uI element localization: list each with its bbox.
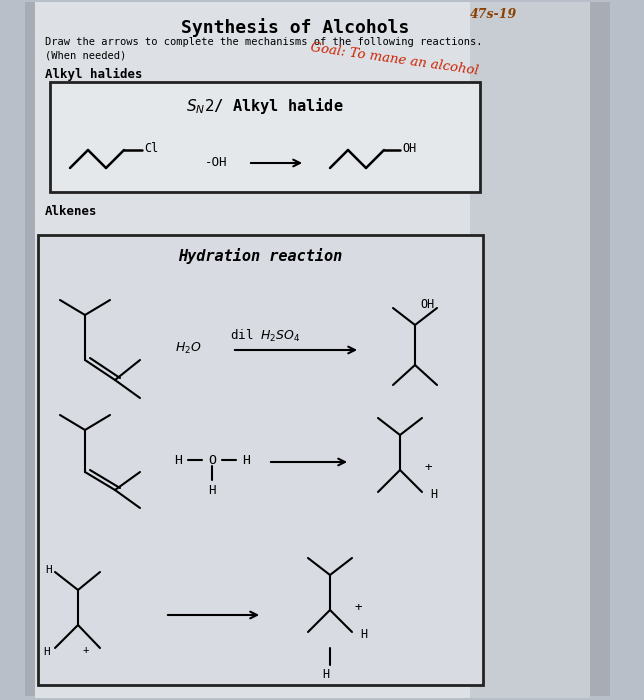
Text: OH: OH bbox=[420, 298, 434, 311]
Text: H: H bbox=[323, 668, 330, 681]
Text: Alkenes: Alkenes bbox=[45, 205, 97, 218]
Text: +: + bbox=[355, 601, 363, 615]
Text: Synthesis of Alcohols: Synthesis of Alcohols bbox=[181, 18, 409, 37]
Text: OH: OH bbox=[402, 141, 416, 155]
Text: +: + bbox=[425, 461, 433, 475]
Text: -OH: -OH bbox=[205, 155, 227, 169]
Text: $S_N2$/ Alkyl halide: $S_N2$/ Alkyl halide bbox=[186, 96, 344, 116]
Text: H: H bbox=[430, 489, 437, 501]
Text: Hydration reaction: Hydration reaction bbox=[178, 248, 342, 264]
Polygon shape bbox=[35, 2, 470, 698]
Polygon shape bbox=[470, 2, 590, 698]
Text: H: H bbox=[174, 454, 182, 466]
Bar bbox=[50, 82, 480, 192]
Text: Goal: To mane an alcohol: Goal: To mane an alcohol bbox=[310, 41, 480, 78]
Text: 47s-19: 47s-19 bbox=[470, 8, 517, 21]
Text: +: + bbox=[83, 645, 90, 655]
Text: H: H bbox=[45, 565, 52, 575]
Text: H: H bbox=[242, 454, 250, 466]
Text: Alkyl halides: Alkyl halides bbox=[45, 68, 142, 81]
Polygon shape bbox=[470, 2, 510, 698]
Text: H: H bbox=[360, 629, 367, 641]
Text: Cl: Cl bbox=[144, 141, 158, 155]
Text: dil $H_2SO_4$: dil $H_2SO_4$ bbox=[230, 328, 300, 344]
Bar bbox=[38, 235, 483, 685]
Text: Draw the arrows to complete the mechanisms of the following reactions.: Draw the arrows to complete the mechanis… bbox=[45, 37, 482, 47]
Text: $H_2O$: $H_2O$ bbox=[175, 340, 202, 356]
Text: H: H bbox=[43, 647, 50, 657]
Text: O: O bbox=[208, 454, 216, 466]
Text: (When needed): (When needed) bbox=[45, 50, 126, 60]
Text: H: H bbox=[208, 484, 216, 497]
Bar bbox=[35, 2, 590, 692]
